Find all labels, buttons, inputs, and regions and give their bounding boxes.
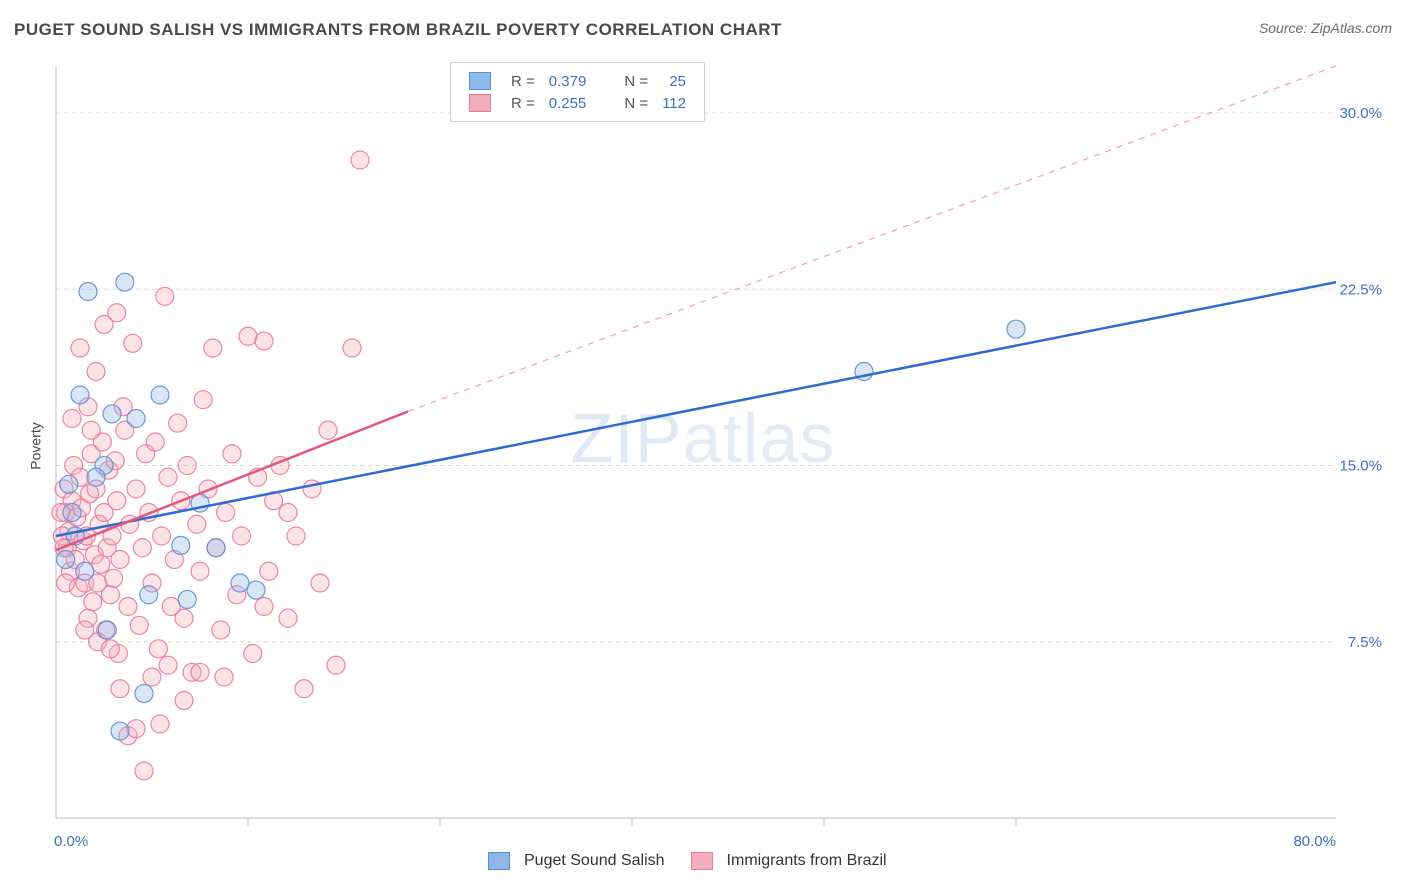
svg-text:0.0%: 0.0% (54, 833, 88, 850)
svg-text:30.0%: 30.0% (1339, 105, 1382, 122)
legend-swatch (691, 852, 713, 870)
correlation-chart: 7.5% 15.0% 22.5% 30.0% 0.0% 80.0% (48, 58, 1392, 858)
svg-text:7.5%: 7.5% (1348, 634, 1382, 651)
legend-label: Immigrants from Brazil (727, 852, 887, 870)
y-axis-label: Poverty (28, 422, 44, 469)
legend-swatch (488, 852, 510, 870)
legend-item: Puget Sound Salish (488, 852, 665, 870)
correlation-legend: R = 0.379 N = 25 R = 0.255 N = 112 (450, 62, 705, 122)
legend-item: Immigrants from Brazil (691, 852, 887, 870)
legend-table: R = 0.379 N = 25 R = 0.255 N = 112 (461, 69, 694, 115)
svg-text:15.0%: 15.0% (1339, 458, 1382, 475)
svg-text:22.5%: 22.5% (1339, 281, 1382, 298)
legend-label: Puget Sound Salish (524, 852, 665, 870)
svg-text:80.0%: 80.0% (1293, 833, 1336, 850)
chart-title: PUGET SOUND SALISH VS IMMIGRANTS FROM BR… (14, 20, 782, 39)
source-attribution: Source: ZipAtlas.com (1259, 20, 1392, 36)
series-legend: Puget Sound Salish Immigrants from Brazi… (488, 852, 887, 870)
